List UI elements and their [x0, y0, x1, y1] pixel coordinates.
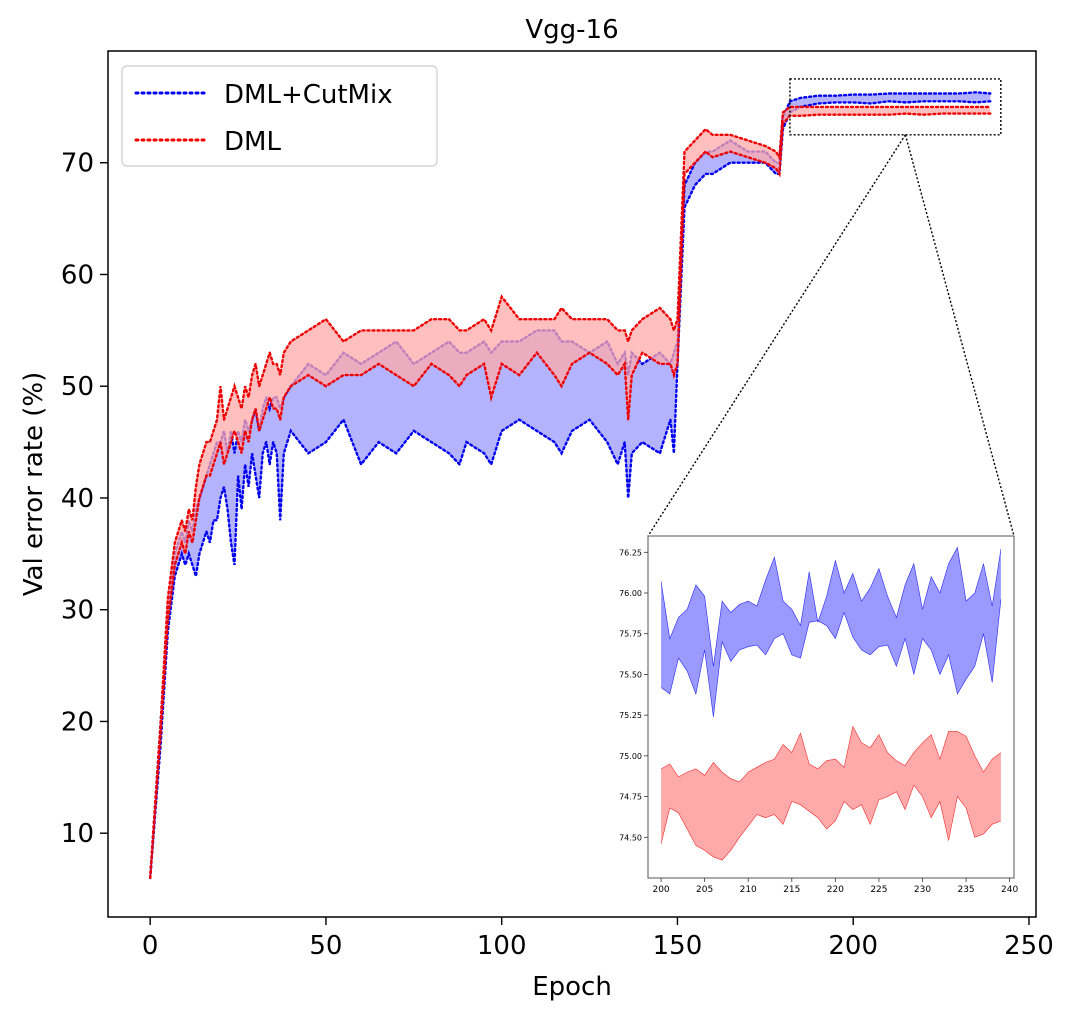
- inset-band-dml: [661, 726, 1001, 861]
- x-tick-label: 200: [828, 931, 878, 961]
- legend-label-dml-cutmix: DML+CutMix: [224, 80, 393, 110]
- inset-x-tick-label: 220: [827, 885, 844, 895]
- legend: DML+CutMix DML: [121, 65, 438, 167]
- y-tick-label: 50: [61, 372, 94, 402]
- y-tick-label: 40: [61, 484, 94, 514]
- x-axis-label: Epoch: [532, 972, 612, 1002]
- inset-x-tick-label: 225: [870, 885, 887, 895]
- series-lower-dml-cutmix: [148, 100, 992, 880]
- y-tick-label: 60: [61, 260, 94, 290]
- inset-x-tick-label: 240: [1001, 885, 1018, 895]
- y-axis-label: Val error rate (%): [19, 372, 49, 596]
- y-tick-label: 10: [61, 819, 94, 849]
- inset-x-tick-label: 235: [957, 885, 974, 895]
- inset-lower-dml: [660, 784, 1002, 861]
- inset-y-tick-label: 76.00: [619, 589, 642, 598]
- inset-y-tick-label: 74.75: [619, 793, 642, 802]
- inset-x-tick-label: 215: [783, 885, 800, 895]
- zoom-connector-left: [647, 134, 906, 537]
- inset-x-axis: 200 205 210 215 220 225 230 235 240: [652, 878, 1019, 895]
- y-tick-label: 30: [61, 596, 94, 626]
- inset-y-tick-label: 75.00: [619, 752, 642, 761]
- x-axis: 0 50 100 150 200 250: [142, 917, 1054, 961]
- legend-label-dml: DML: [224, 127, 281, 157]
- inset-x-tick-label: 200: [652, 885, 669, 895]
- x-tick-label: 0: [142, 931, 159, 961]
- inset-upper-dml-cutmix: [660, 546, 1002, 667]
- series-upper-dml: [148, 105, 992, 880]
- inset-series-group: [660, 546, 1002, 861]
- y-axis: 10 20 30 40 50 60 70: [61, 149, 108, 849]
- inset-x-tick-label: 210: [740, 885, 757, 895]
- inset-y-tick-label: 75.25: [619, 711, 642, 720]
- x-tick-label: 100: [477, 931, 527, 961]
- zoom-box: [789, 78, 1002, 136]
- inset-y-tick-label: 74.50: [619, 833, 642, 842]
- series-lower-dml: [148, 112, 992, 880]
- inset-x-tick-label: 205: [696, 885, 713, 895]
- x-tick-label: 50: [309, 931, 342, 961]
- legend-frame: [121, 65, 438, 167]
- plot-frame: [107, 50, 1037, 918]
- y-tick-label: 70: [61, 149, 94, 179]
- inset-y-axis: 74.50 74.75 75.00 75.25 75.50 75.75 76.00 76.25: [619, 548, 648, 842]
- inset-y-tick-label: 75.75: [619, 630, 642, 639]
- inset-y-tick-label: 76.25: [619, 548, 642, 557]
- chart-title: Vgg-16: [525, 15, 618, 45]
- inset-lower-dml-cutmix: [660, 599, 1002, 717]
- inset-y-tick-label: 75.50: [619, 670, 642, 679]
- inset-x-tick-label: 230: [914, 885, 931, 895]
- inset-frame: [647, 535, 1015, 879]
- main-series-group: [148, 91, 992, 880]
- inset-upper-dml: [660, 725, 1002, 783]
- zoom-indicator: [647, 78, 1015, 537]
- x-tick-label: 250: [1004, 931, 1054, 961]
- zoom-connector-right: [904, 134, 1015, 537]
- y-tick-label: 20: [61, 707, 94, 737]
- x-tick-label: 150: [653, 931, 703, 961]
